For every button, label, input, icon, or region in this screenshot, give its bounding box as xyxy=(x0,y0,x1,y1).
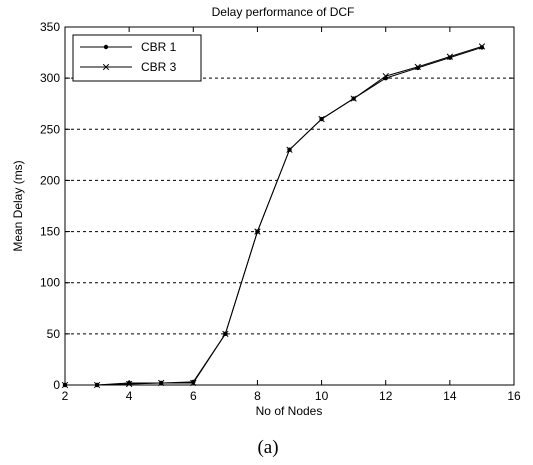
x-tick-label: 10 xyxy=(315,389,329,403)
x-axis-title: No of Nodes xyxy=(256,404,323,418)
chart-title: Delay performance of DCF xyxy=(212,5,355,19)
data-point xyxy=(382,72,389,80)
series-line xyxy=(65,45,483,386)
legend-box xyxy=(72,34,202,82)
legend-label: CBR 3 xyxy=(141,60,177,74)
x-tick-label: 14 xyxy=(443,389,457,403)
data-point xyxy=(318,115,325,123)
axis-ticks: 0 50 100 150 200 250 300 350 2 4 6 8 10 12 14 16 xyxy=(40,20,521,403)
legend: CBR 1 CBR 3 xyxy=(72,34,202,82)
legend-entry: CBR 3 xyxy=(80,60,177,74)
y-tick-label: 300 xyxy=(40,71,60,85)
data-point xyxy=(446,53,454,60)
legend-marker xyxy=(103,44,109,50)
x-tick-label: 12 xyxy=(379,389,393,403)
data-point xyxy=(286,146,293,153)
x-tick-label: 4 xyxy=(126,389,133,403)
legend-marker xyxy=(102,63,110,71)
data-point xyxy=(350,95,357,102)
y-axis-title: Mean Delay (ms) xyxy=(11,160,25,251)
data-point xyxy=(222,330,229,338)
y-tick-label: 350 xyxy=(40,20,60,34)
y-tick-label: 250 xyxy=(40,122,60,136)
plot-area xyxy=(65,27,514,385)
legend-label: CBR 1 xyxy=(141,40,177,54)
grid-lines xyxy=(65,77,514,335)
figure-caption: (a) xyxy=(257,437,278,458)
x-tick-label: 6 xyxy=(190,389,197,403)
data-point xyxy=(414,63,421,71)
data-point xyxy=(254,228,261,235)
data-point xyxy=(478,43,486,50)
x-tick-label: 16 xyxy=(507,389,521,403)
y-tick-label: 150 xyxy=(40,225,60,239)
y-tick-label: 200 xyxy=(40,173,60,187)
x-tick-label: 8 xyxy=(254,389,261,403)
y-tick-label: 0 xyxy=(53,378,60,392)
y-tick-label: 100 xyxy=(40,276,60,290)
x-tick-label: 2 xyxy=(62,389,69,403)
y-tick-label: 50 xyxy=(47,327,61,341)
plot-frame xyxy=(64,26,515,386)
legend-entry: CBR 1 xyxy=(80,40,177,54)
